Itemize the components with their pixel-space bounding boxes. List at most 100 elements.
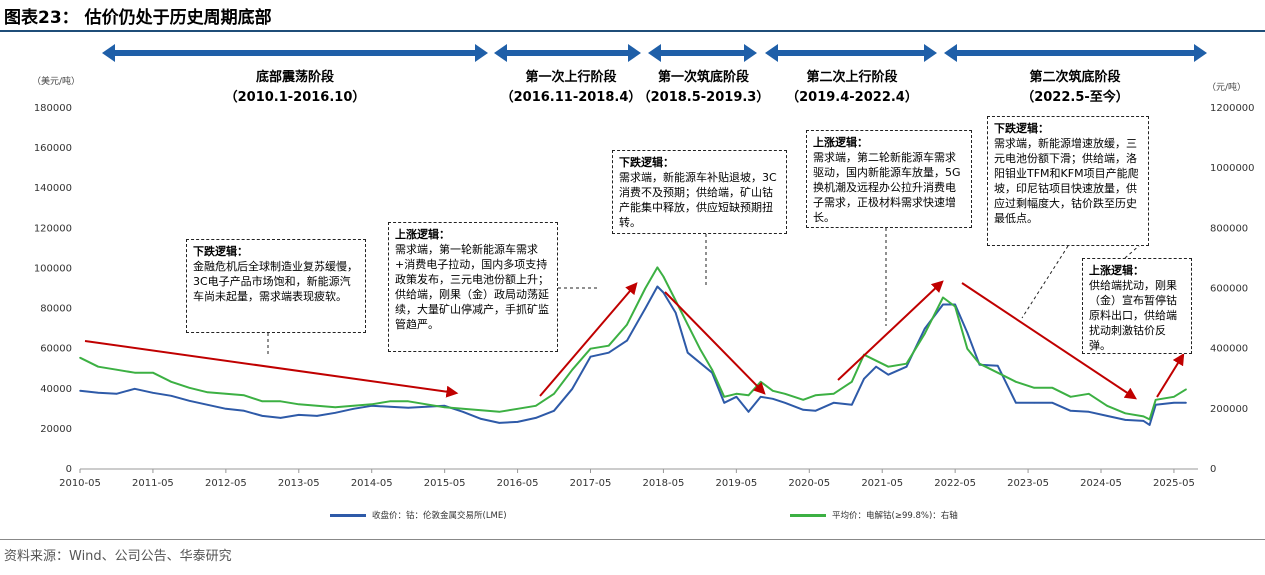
data-point <box>133 371 136 374</box>
left-tick-label: 20000 <box>40 424 72 435</box>
phase-period: （2019.4-2022.4） <box>786 90 918 105</box>
data-point <box>334 412 337 414</box>
data-point <box>711 368 713 371</box>
data-point <box>1124 419 1127 421</box>
x-tick-label: 2024-05 <box>1080 478 1122 489</box>
data-point <box>863 378 865 380</box>
data-point <box>316 415 318 417</box>
phase-label-1: 底部震荡阶段 （2010.1-2016.10） <box>165 68 425 108</box>
left-tick-label: 0 <box>66 464 72 475</box>
left-tick-label: 140000 <box>34 183 72 194</box>
legend-label: 平均价：电解钴(≥99.8%)：右轴 <box>832 511 958 521</box>
data-point <box>905 365 908 368</box>
data-point <box>535 405 537 407</box>
data-point <box>206 404 209 406</box>
data-point <box>905 362 908 365</box>
data-point <box>97 392 99 394</box>
data-point <box>316 405 318 407</box>
x-tick-label: 2013-05 <box>278 478 320 489</box>
series-line-2 <box>79 266 1187 421</box>
data-point <box>389 400 391 403</box>
left-tick-label: 100000 <box>34 263 72 274</box>
data-point <box>535 417 537 419</box>
note-title: 下跌逻辑： <box>619 156 674 169</box>
data-point <box>425 403 428 406</box>
phase-period: （2018.5-2019.3） <box>637 90 770 105</box>
data-point <box>188 400 191 402</box>
note-up-1: 上涨逻辑： 需求端，第一轮新能源车需求+消费电子拉动，国内多项支持政策发布，三元… <box>388 222 558 352</box>
data-point <box>656 285 659 288</box>
phase-period: （2016.11-2018.4） <box>500 90 642 105</box>
x-tick-label: 2020-05 <box>788 478 830 489</box>
left-tick-label: 180000 <box>34 103 72 114</box>
note-up-3: 上涨逻辑： 供给端扰动，刚果（金）宣布暂停钴原料出口，供给端扰动刺激钴价反弹。 <box>1082 258 1192 354</box>
data-point <box>607 344 610 347</box>
note-body: 供给端扰动，刚果（金）宣布暂停钴原料出口，供给端扰动刺激钴价反弹。 <box>1089 279 1177 352</box>
data-point <box>1051 402 1054 404</box>
data-point <box>425 406 428 408</box>
data-point <box>589 347 592 350</box>
data-point <box>170 395 172 397</box>
data-point <box>133 388 136 390</box>
data-point <box>516 408 519 410</box>
phase-period: （2010.1-2016.10） <box>224 90 366 105</box>
data-point <box>607 351 610 354</box>
data-point <box>832 393 835 395</box>
data-point <box>462 408 464 410</box>
data-point <box>243 410 245 412</box>
note-connector-5 <box>1021 245 1069 319</box>
data-point <box>1173 402 1175 404</box>
data-point <box>553 393 555 395</box>
note-up-2: 上涨逻辑： 需求端，第二轮新能源车需求驱动，国内新能源车放量，5G换机潮及远程办… <box>806 130 972 228</box>
left-tick-label: 80000 <box>40 304 72 315</box>
data-point <box>1051 387 1054 389</box>
data-point <box>97 365 99 368</box>
right-tick-label: 200000 <box>1210 404 1248 415</box>
x-tick-label: 2014-05 <box>351 478 393 489</box>
note-body: 金融危机后全球制造业复苏缓慢，3C电子产品市场饱和，新能源汽车尚未起量，需求端表… <box>193 260 358 303</box>
legend-swatch-green <box>790 513 826 517</box>
phase-arrow-4 <box>765 44 937 62</box>
page-title: 图表23： 估价仍处于历史周期底部 <box>4 8 272 28</box>
trend-arrow-4 <box>837 280 944 381</box>
left-tick-label: 60000 <box>40 344 72 355</box>
data-point <box>225 393 227 395</box>
note-body: 需求端，新能源增速放缓，三元电池份额下滑；供给端，洛阳钼业TFM和KFM项目产能… <box>994 137 1139 225</box>
note-title: 上涨逻辑： <box>1089 264 1144 277</box>
data-point <box>1088 393 1090 395</box>
data-point <box>1015 402 1017 404</box>
data-point <box>1185 402 1187 404</box>
data-point <box>407 407 410 409</box>
data-point <box>759 381 762 383</box>
data-point <box>1106 415 1108 417</box>
data-point <box>389 406 391 408</box>
note-title: 上涨逻辑： <box>395 228 450 241</box>
data-point <box>656 266 659 269</box>
data-point <box>553 410 555 412</box>
data-point <box>261 415 264 417</box>
data-point <box>243 394 245 397</box>
phase-name: 第二次筑底阶段 <box>1029 70 1121 85</box>
legend-electrolytic: 平均价：电解钴(≥99.8%)：右轴 <box>790 509 958 521</box>
x-tick-label: 2015-05 <box>424 478 466 489</box>
data-point <box>1142 415 1145 418</box>
data-point <box>1173 396 1175 398</box>
data-point <box>498 422 501 424</box>
data-point <box>1124 412 1127 415</box>
footer-divider <box>0 539 1265 540</box>
data-point <box>1148 418 1151 421</box>
data-point <box>79 390 81 392</box>
note-title: 下跌逻辑： <box>994 122 1049 135</box>
data-point <box>954 303 956 306</box>
phase-arrow-3 <box>648 44 757 62</box>
data-point <box>152 371 154 374</box>
data-point <box>759 396 762 398</box>
data-point <box>279 400 282 403</box>
x-tick-label: 2016-05 <box>497 478 539 489</box>
x-tick-label: 2018-05 <box>643 478 685 489</box>
data-point <box>298 403 300 406</box>
x-tick-label: 2017-05 <box>570 478 612 489</box>
phase-name: 第二次上行阶段 <box>806 70 898 85</box>
data-point <box>662 291 665 294</box>
cobalt-price-chart: 0 20000 40000 60000 80000 100000 120000 140000 1… <box>34 44 1255 489</box>
